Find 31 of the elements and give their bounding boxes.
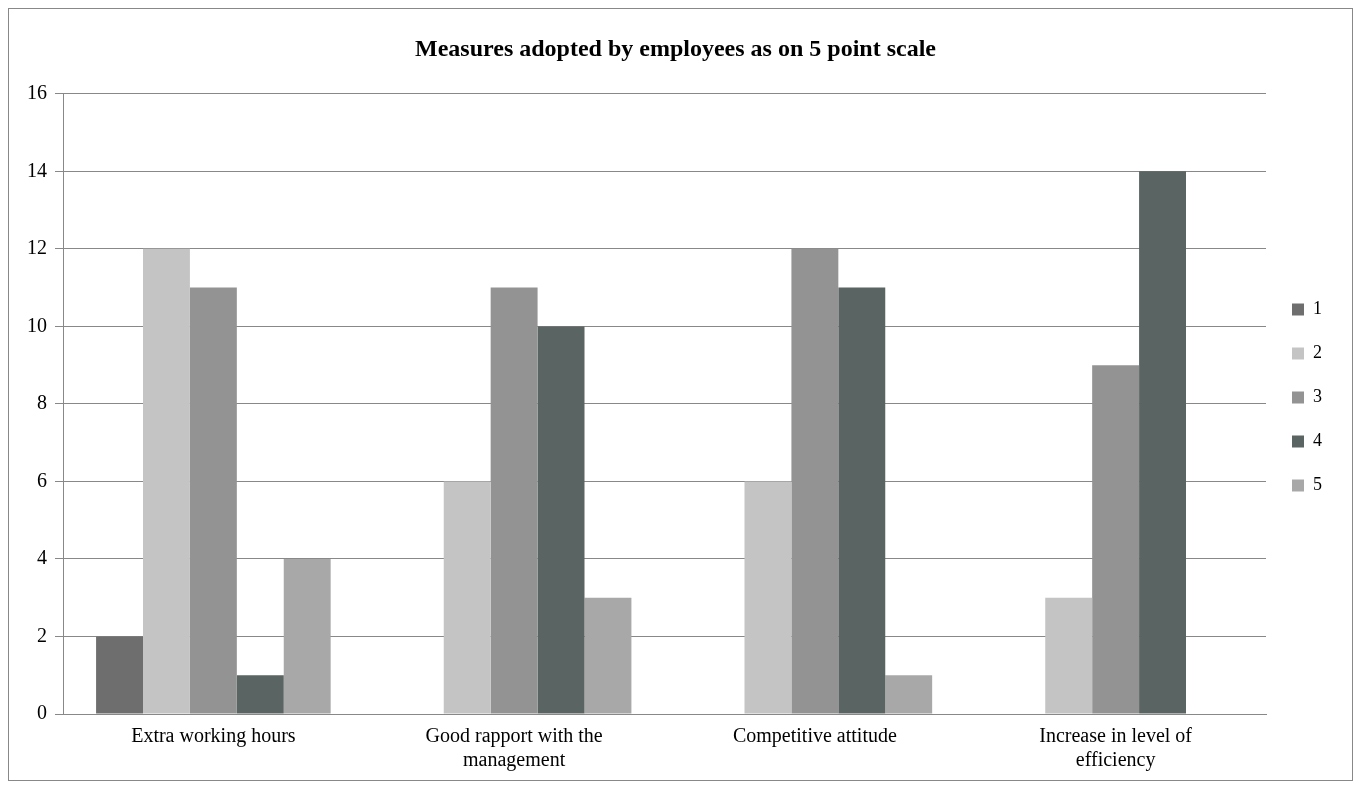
bar <box>885 675 933 714</box>
x-tick-label: Extra working hours <box>131 724 296 748</box>
y-tick-label: 12 <box>27 236 47 259</box>
y-tick-label: 14 <box>27 158 47 181</box>
bar <box>584 597 632 714</box>
bar <box>443 481 491 714</box>
legend-label: 4 <box>1313 430 1322 451</box>
legend-label: 3 <box>1313 386 1322 407</box>
bar <box>96 636 143 714</box>
y-tick-label: 16 <box>27 81 47 104</box>
bar <box>838 287 886 714</box>
x-tick-label: Competitive attitude <box>732 724 897 748</box>
legend-label: 5 <box>1313 474 1322 495</box>
bar <box>143 248 190 714</box>
y-tick-label: 4 <box>37 546 47 569</box>
y-tick-label: 10 <box>27 313 47 336</box>
bar <box>283 558 331 714</box>
y-tick-label: 0 <box>37 701 47 724</box>
bar <box>1045 597 1093 714</box>
legend-label: 2 <box>1313 342 1322 363</box>
y-tick-label: 8 <box>37 391 47 414</box>
bar <box>1139 171 1186 714</box>
bar <box>537 326 585 714</box>
bar <box>236 675 284 714</box>
y-tick-label: 2 <box>37 623 47 646</box>
y-tick-label: 6 <box>37 468 47 491</box>
legend-label: 1 <box>1313 298 1322 319</box>
chart-title: Measures adopted by employees as on 5 point scale <box>415 34 937 61</box>
x-tick-label: Good rapport with the management <box>425 724 603 772</box>
x-tick-label: Increase in level of efficiency <box>1039 724 1193 772</box>
bar <box>744 481 792 714</box>
